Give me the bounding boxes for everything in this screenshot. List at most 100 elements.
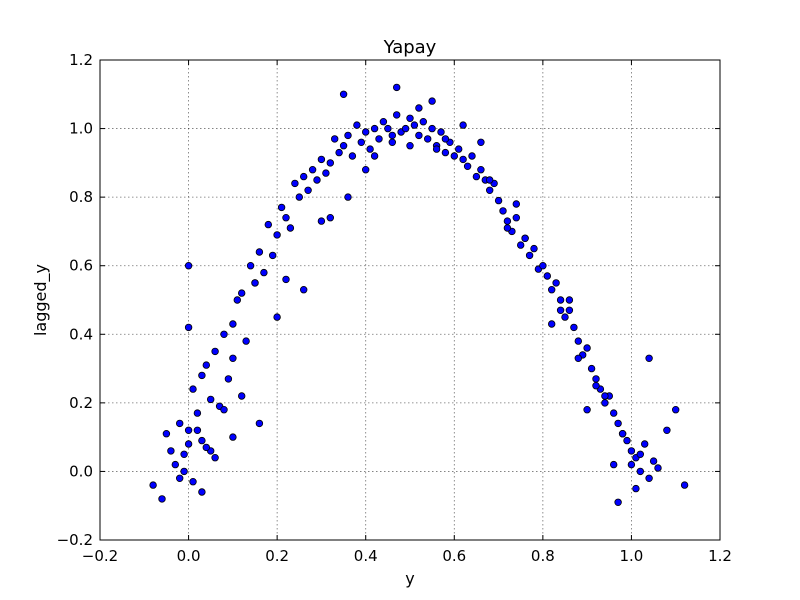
data-point — [428, 124, 436, 133]
data-point — [277, 203, 286, 212]
data-point — [543, 272, 551, 280]
data-point — [565, 296, 574, 304]
data-point — [370, 124, 379, 133]
data-point — [450, 152, 458, 160]
data-point — [583, 406, 591, 414]
data-point — [379, 117, 388, 126]
data-point — [273, 313, 281, 321]
y-tick-label: 1.0 — [69, 120, 93, 138]
data-point — [388, 138, 396, 146]
data-point — [242, 337, 250, 345]
data-point — [198, 488, 206, 496]
data-point — [610, 460, 618, 469]
data-point — [313, 176, 321, 184]
data-point — [539, 262, 547, 270]
data-point — [512, 213, 520, 222]
y-tick-label: 0.6 — [69, 257, 93, 275]
data-point — [149, 481, 157, 489]
data-point — [548, 286, 556, 294]
data-point — [237, 289, 246, 297]
data-point — [251, 279, 259, 287]
data-point — [424, 135, 432, 143]
data-point — [339, 90, 348, 98]
data-point — [184, 426, 193, 434]
data-point — [282, 275, 290, 284]
data-point — [162, 430, 171, 438]
data-point — [362, 128, 370, 136]
data-point — [455, 145, 463, 153]
data-point — [561, 313, 569, 321]
data-point — [601, 399, 609, 407]
data-point — [282, 213, 290, 222]
data-point — [574, 337, 582, 345]
data-points — [149, 83, 689, 506]
data-point — [171, 460, 179, 469]
data-point — [211, 454, 219, 462]
data-point — [517, 241, 525, 249]
data-point — [627, 460, 636, 469]
data-point — [552, 279, 560, 287]
data-point — [189, 478, 197, 486]
data-point — [269, 251, 277, 260]
data-point — [317, 217, 326, 225]
data-point — [300, 286, 308, 294]
data-point — [198, 371, 206, 380]
data-point — [463, 162, 472, 170]
x-tick-label: 0.6 — [442, 547, 466, 565]
data-point — [610, 409, 618, 417]
data-point — [654, 464, 662, 472]
data-point — [472, 172, 481, 181]
data-point — [632, 484, 640, 493]
data-point — [255, 419, 264, 428]
data-point — [308, 165, 317, 174]
data-point — [344, 131, 352, 140]
data-point — [158, 495, 166, 503]
data-point — [344, 193, 352, 201]
data-point — [574, 354, 582, 362]
data-point — [357, 138, 365, 146]
data-point — [175, 474, 184, 482]
y-tick-label: 0.2 — [69, 394, 93, 412]
data-point — [627, 447, 636, 455]
data-point — [432, 145, 441, 153]
data-point — [220, 406, 228, 414]
data-point — [636, 450, 644, 458]
data-point — [649, 457, 658, 465]
data-point — [353, 121, 361, 129]
data-point — [273, 231, 281, 239]
data-point — [326, 159, 334, 167]
data-point — [503, 224, 512, 232]
data-point — [335, 148, 343, 157]
data-point — [202, 361, 210, 369]
data-point — [184, 262, 193, 270]
data-point — [291, 179, 299, 188]
data-point — [428, 97, 436, 105]
data-point — [229, 320, 237, 328]
data-point — [512, 200, 520, 208]
x-tick-label: 0.8 — [531, 547, 555, 565]
data-point — [415, 131, 423, 140]
data-point — [641, 440, 649, 448]
x-tick-label: 0.0 — [177, 547, 201, 565]
data-point — [366, 145, 374, 153]
data-point — [486, 186, 494, 194]
data-point — [184, 440, 193, 448]
data-point — [570, 323, 578, 332]
data-point — [565, 306, 574, 314]
data-point — [592, 375, 600, 383]
data-point — [304, 186, 312, 194]
data-point — [437, 128, 445, 136]
data-point — [672, 406, 680, 414]
data-point — [317, 155, 326, 164]
data-point — [587, 364, 596, 373]
data-point — [486, 176, 494, 184]
grid — [100, 60, 720, 540]
data-point — [503, 217, 512, 225]
data-point — [331, 135, 339, 143]
data-point — [264, 220, 272, 229]
x-tick-label: 0.4 — [354, 547, 378, 565]
data-point — [237, 392, 246, 400]
y-tick-label: −0.2 — [57, 531, 93, 549]
data-point — [419, 117, 427, 126]
